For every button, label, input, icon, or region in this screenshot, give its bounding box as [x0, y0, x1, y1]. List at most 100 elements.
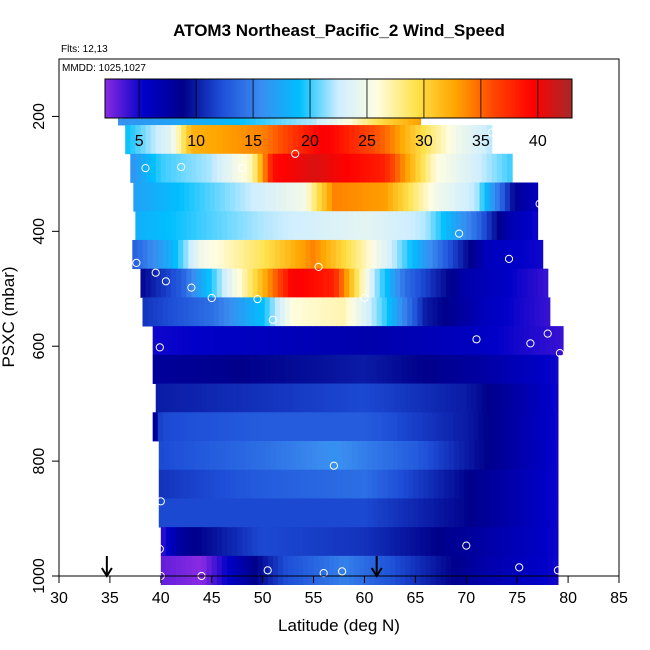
sample-point	[155, 343, 164, 352]
heatmap-cell	[194, 441, 201, 471]
sample-point	[253, 295, 262, 304]
heatmap-cell	[176, 125, 182, 155]
heatmap-cell	[362, 469, 369, 499]
heatmap-cell	[347, 469, 353, 499]
heatmap-cell	[237, 383, 243, 413]
heatmap-cell	[468, 412, 474, 442]
sample-point	[462, 541, 471, 550]
heatmap-cell	[357, 182, 364, 212]
heatmap-cell	[171, 153, 177, 183]
heatmap-cell	[466, 125, 472, 155]
heatmap-cell	[422, 326, 429, 356]
heatmap-cell	[291, 182, 297, 212]
heatmap-cell	[489, 441, 496, 471]
heatmap-cell	[239, 239, 245, 270]
heatmap-cell	[209, 182, 216, 212]
sample-point	[526, 339, 535, 348]
heatmap-cell	[140, 153, 147, 183]
heatmap-cell	[252, 268, 259, 298]
heatmap-cell	[392, 182, 399, 212]
heatmap-cell	[188, 412, 194, 442]
heatmap-cell	[532, 555, 539, 586]
heatmap-band	[152, 354, 559, 384]
heatmap-band	[152, 326, 564, 356]
heatmap-cell	[186, 211, 192, 241]
heatmap-cell	[488, 412, 495, 442]
heatmap-cell	[344, 527, 350, 557]
heatmap-cell	[335, 412, 342, 442]
heatmap-cell	[440, 211, 447, 241]
heatmap-cell	[397, 354, 403, 384]
heatmap-cell	[280, 182, 287, 212]
heatmap-cell	[193, 412, 200, 442]
heatmap-cell	[240, 498, 246, 528]
heatmap-cell	[440, 153, 447, 183]
heatmap-cell	[174, 469, 180, 499]
heatmap-cell	[270, 182, 277, 212]
heatmap-cell	[534, 412, 541, 442]
heatmap-cell	[279, 412, 286, 442]
heatmap-cell	[196, 527, 203, 557]
heatmap-cell	[376, 297, 383, 327]
heatmap-cell	[181, 153, 187, 183]
heatmap-cell	[389, 383, 396, 413]
heatmap-cell	[270, 498, 277, 528]
heatmap-cell	[417, 297, 424, 327]
heatmap-cell	[537, 268, 544, 298]
heatmap-cell	[520, 182, 526, 212]
heatmap-cell	[232, 383, 238, 413]
heatmap-cell	[466, 383, 472, 413]
heatmap-cell	[181, 383, 187, 413]
heatmap-cell	[216, 211, 223, 241]
heatmap-cell	[545, 441, 552, 471]
heatmap-cell	[259, 326, 266, 356]
sample-point	[238, 164, 247, 173]
heatmap-cell	[403, 498, 409, 528]
heatmap-cell	[308, 211, 315, 241]
heatmap-cell	[321, 469, 328, 499]
heatmap-cell	[481, 527, 488, 557]
heatmap-cell	[315, 326, 322, 356]
heatmap-cell	[333, 555, 340, 586]
heatmap-cell	[341, 297, 347, 327]
heatmap-cell	[364, 268, 371, 298]
heatmap-cell	[165, 125, 172, 155]
heatmap-cell	[318, 153, 325, 183]
heatmap-cell	[333, 211, 340, 241]
heatmap-cell	[204, 441, 211, 471]
heatmap-cell	[430, 555, 437, 586]
heatmap-cell	[428, 182, 435, 212]
heatmap-cell	[384, 125, 391, 155]
heatmap-cell	[296, 182, 302, 212]
heatmap-cell	[162, 239, 169, 270]
heatmap-cell	[381, 354, 388, 384]
heatmap-cell	[211, 555, 218, 586]
heatmap-cell	[387, 182, 394, 212]
heatmap-cell	[254, 354, 261, 384]
heatmap-cell	[512, 383, 518, 413]
heatmap-cell	[163, 441, 170, 471]
heatmap-cell	[234, 297, 240, 327]
heatmap-cell	[391, 326, 398, 356]
heatmap-cell	[484, 182, 491, 212]
heatmap-cell	[214, 498, 221, 528]
heatmap-cell	[260, 469, 267, 499]
heatmap-cell	[247, 383, 254, 413]
heatmap-cell	[290, 239, 296, 270]
heatmap-cell	[447, 354, 454, 384]
heatmap-cell	[522, 383, 528, 413]
heatmap-cell	[288, 211, 294, 241]
heatmap-cell	[181, 211, 187, 241]
heatmap-cell	[232, 268, 238, 298]
heatmap-cell	[509, 239, 515, 270]
heatmap-cell	[509, 326, 515, 356]
heatmap-cell	[298, 153, 304, 183]
heatmap-cell	[461, 268, 467, 298]
heatmap-cell	[242, 125, 248, 155]
heatmap-cell	[420, 527, 427, 557]
heatmap-cell	[245, 498, 252, 528]
heatmap-cell	[232, 555, 238, 586]
heatmap-cell	[364, 153, 371, 183]
heatmap-cell	[346, 297, 352, 327]
heatmap-cell	[310, 239, 317, 270]
